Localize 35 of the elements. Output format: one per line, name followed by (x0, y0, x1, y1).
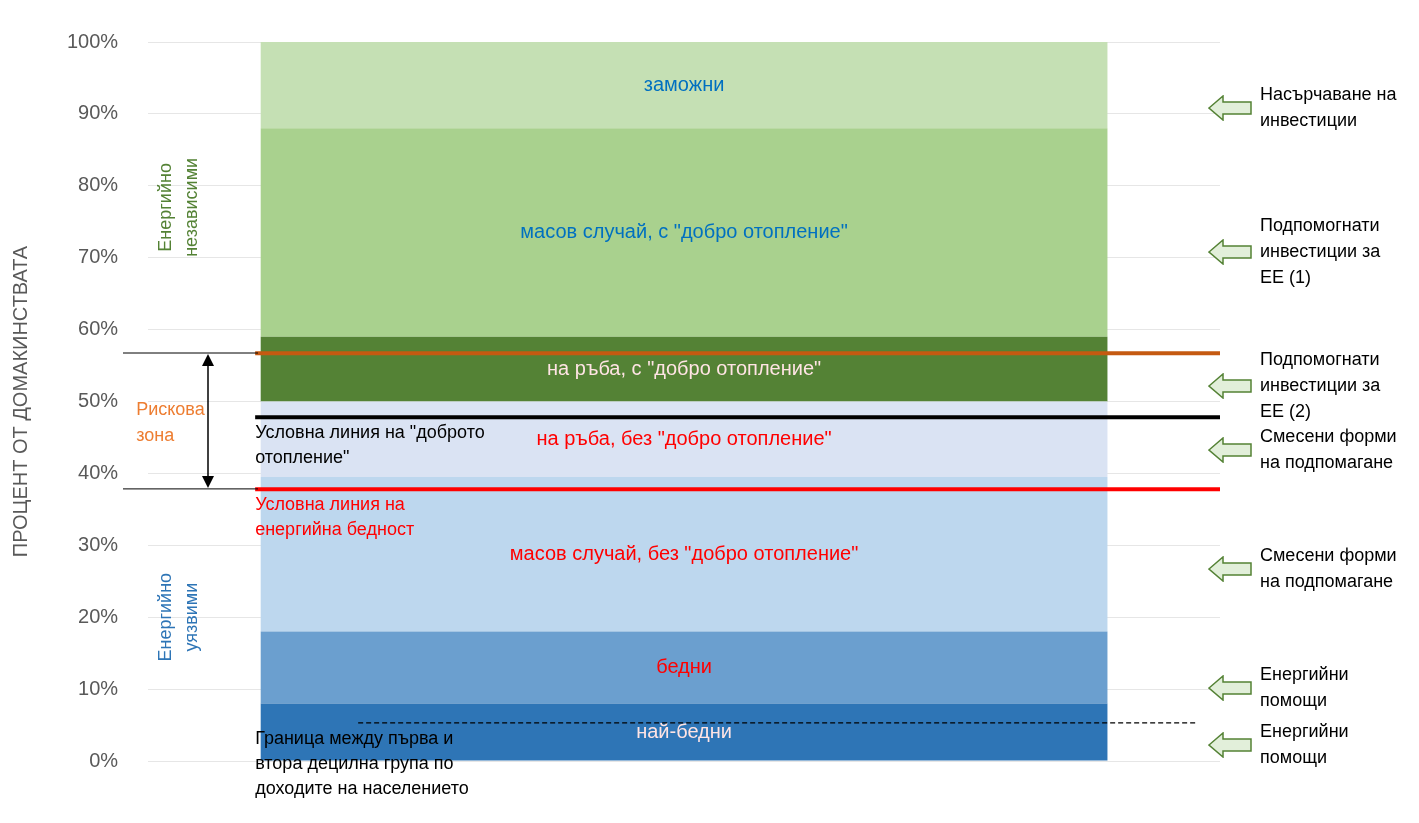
text: Подпомогнати инвестиции за ЕЕ (1) (1260, 214, 1382, 287)
series-label: на ръба, с "добро отопление" (547, 356, 822, 379)
y-tick-label: 40% (78, 460, 119, 483)
series-label: бедни (656, 655, 712, 678)
text: Енергийно независими (155, 157, 202, 257)
series-label: масов случай, без "добро отопление" (509, 541, 859, 564)
y-tick-label: 60% (78, 317, 119, 340)
y-tick-label: 0% (89, 748, 119, 771)
y-tick-label: 90% (78, 101, 119, 124)
y-tick-label: 100% (67, 29, 119, 52)
y-tick-label: 50% (78, 389, 119, 412)
text: Енергийно уязвими (155, 572, 202, 662)
text: Подпомогнати инвестиции за ЕЕ (2) (1260, 349, 1382, 422)
y-axis-title: ПРОЦЕНТ ОТ ДОМАКИНСТВАТА (8, 245, 31, 558)
text: Насърчаване на инвестиции (1260, 84, 1398, 131)
bar (260, 336, 1108, 402)
y-tick-label: 30% (78, 532, 119, 555)
bar (260, 631, 1108, 704)
ref-line-label: Условна линия на "доброто отопление" (255, 422, 485, 468)
y-tick-label: 80% (78, 173, 119, 196)
series-label: на ръба, без "добро отопление" (536, 426, 832, 449)
text: Смесени форми на подпомагане (1260, 545, 1397, 591)
y-tick-label: 70% (78, 245, 119, 268)
text: Смесени форми на подпомагане (1260, 426, 1397, 473)
text: Енергийни помощи (1260, 721, 1349, 768)
text: Рискова зона (136, 399, 206, 446)
series-label: заможни (643, 72, 725, 95)
ref-line-label: Условна линия на енергийна бедност (255, 494, 415, 540)
bar (260, 42, 1108, 129)
y-tick-label: 20% (78, 604, 119, 627)
bar (260, 128, 1108, 337)
y-tick-label: 10% (78, 676, 119, 699)
series-label: най-бедни (636, 719, 732, 742)
text: Енергийни помощи (1260, 664, 1349, 711)
series-label: масов случай, с "добро отопление" (520, 220, 848, 243)
